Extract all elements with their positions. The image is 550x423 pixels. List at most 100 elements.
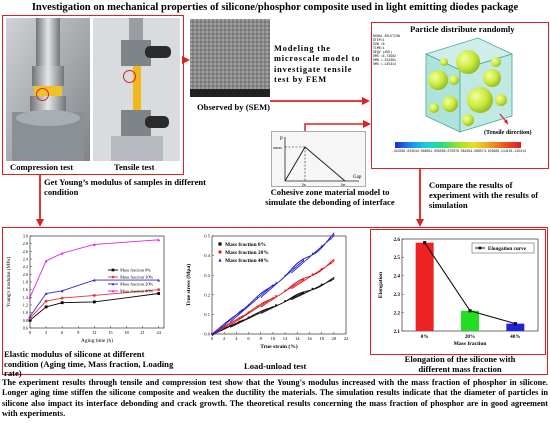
data-point bbox=[238, 320, 241, 323]
y-tick-label: 1.2 bbox=[23, 303, 28, 308]
x-tick-label: 14 bbox=[295, 336, 300, 341]
x-tick-label: 18 bbox=[124, 330, 129, 335]
fem-solution-text: NODAL SOLUTION STEP=1 SUB =8 TIME=1 SEQV… bbox=[373, 34, 400, 66]
x-tick-label: 24 bbox=[156, 330, 161, 335]
fem-scale-value: .048091 bbox=[418, 149, 433, 153]
legend-label: Mass fraction 20% bbox=[120, 282, 154, 287]
fem-line: SEQV (AVG) bbox=[373, 50, 393, 54]
data-point bbox=[247, 316, 250, 319]
data-point bbox=[293, 266, 296, 269]
y-tick-label: 0.5 bbox=[204, 234, 210, 239]
legend-label: Mass fraction 40% bbox=[120, 289, 154, 294]
x-tick-label: 16 bbox=[307, 336, 312, 341]
cohesive-d0-label: δn bbox=[302, 183, 306, 187]
load-unload-caption: Load-unload test bbox=[244, 361, 307, 371]
x-tick-label: 21 bbox=[140, 330, 144, 335]
data-point bbox=[238, 316, 241, 319]
data-point bbox=[44, 292, 48, 295]
data-point bbox=[320, 267, 323, 270]
test-photos-box bbox=[2, 15, 184, 175]
y-tick-label: 1.8 bbox=[23, 280, 28, 285]
data-point bbox=[275, 281, 277, 284]
fem-scale-value: .096574 bbox=[472, 149, 486, 153]
x-tick-label: 4 bbox=[235, 336, 238, 341]
data-point bbox=[265, 289, 268, 291]
x-tick-label: 10 bbox=[271, 336, 276, 341]
y-tick-label: 2.6 bbox=[23, 249, 28, 254]
x-tick-label: 2 bbox=[223, 336, 226, 341]
modeling-label: Modeling the microscale model to investi… bbox=[274, 44, 361, 85]
y-tick-label: 0.0 bbox=[204, 332, 210, 337]
data-point bbox=[28, 315, 32, 318]
data-point bbox=[60, 301, 64, 305]
results-box bbox=[2, 227, 548, 375]
data-point bbox=[311, 252, 314, 255]
data-point bbox=[311, 287, 314, 290]
legend-label: Mass fraction 40% bbox=[225, 258, 269, 264]
data-point bbox=[329, 262, 332, 265]
y-tick-label: 1.4 bbox=[23, 295, 29, 300]
data-point bbox=[275, 304, 277, 307]
data-point bbox=[60, 289, 64, 293]
data-point bbox=[320, 283, 323, 286]
elastic-modulus-caption: Elastic modulus of silicone at different… bbox=[4, 349, 174, 379]
data-point bbox=[44, 259, 48, 263]
legend-label: Mass fraction 10% bbox=[120, 275, 154, 280]
data-point bbox=[229, 324, 232, 327]
legend-box bbox=[471, 242, 535, 254]
legend-marker bbox=[218, 242, 222, 246]
series-line bbox=[29, 289, 159, 319]
data-point bbox=[302, 278, 305, 281]
loading-loop bbox=[260, 258, 304, 298]
data-point bbox=[284, 289, 286, 292]
data-point bbox=[329, 279, 332, 282]
tensile-sample-marker bbox=[123, 70, 136, 83]
fem-model-box bbox=[371, 22, 549, 169]
tensile-test-label: Tensile test bbox=[114, 162, 155, 172]
sem-image bbox=[190, 19, 270, 97]
x-tick-label: 0% bbox=[421, 334, 429, 340]
y-tick-label: 3.0 bbox=[23, 234, 28, 239]
data-point bbox=[302, 259, 305, 262]
x-tick-label: 6 bbox=[247, 336, 250, 341]
loading-loop bbox=[290, 276, 335, 301]
fem-line: STEP=1 bbox=[373, 38, 385, 42]
y-tick-label: 2.1 bbox=[394, 329, 401, 335]
y-tick-label: 2.4 bbox=[394, 274, 401, 280]
fem-scale-value: .024544 bbox=[405, 149, 419, 153]
legend-marker bbox=[478, 246, 482, 250]
data-point bbox=[92, 243, 96, 246]
y-tick-label: 0.2 bbox=[204, 292, 210, 297]
data-point bbox=[220, 325, 223, 328]
y-tick-label: 2.0 bbox=[23, 272, 28, 277]
curve-point bbox=[423, 241, 427, 245]
plot-frame bbox=[211, 235, 347, 335]
y-tick-label: 2.6 bbox=[394, 237, 401, 243]
data-point bbox=[60, 296, 64, 300]
data-point bbox=[265, 308, 268, 311]
y-tick-label: 2.2 bbox=[23, 264, 28, 269]
data-point bbox=[311, 273, 314, 276]
x-tick-label: 20% bbox=[465, 334, 475, 340]
data-point bbox=[256, 296, 259, 299]
y-tick-label: 2.4 bbox=[23, 257, 29, 262]
data-point bbox=[284, 274, 286, 277]
data-point bbox=[157, 292, 161, 295]
x-tick-label: 0 bbox=[211, 336, 214, 341]
cohesive-max-label: σmax bbox=[273, 145, 282, 150]
bar bbox=[461, 310, 479, 331]
fem-color-scale bbox=[395, 142, 521, 148]
sem-label: Observed by (SEM) bbox=[197, 102, 271, 112]
compression-test-photo bbox=[6, 18, 90, 161]
y-tick-label: 1.6 bbox=[23, 287, 28, 292]
tensile-test-photo bbox=[93, 18, 180, 161]
x-tick-label: 9 bbox=[77, 330, 80, 335]
data-point bbox=[229, 318, 232, 321]
data-point bbox=[229, 322, 232, 325]
fem-scale-value: .072076 bbox=[445, 149, 459, 153]
x-tick-label: 3 bbox=[45, 330, 48, 335]
x-axis-label: Mass fraction bbox=[454, 341, 488, 347]
elongation-chart: 2.1 2.2 2.3 2.4 2.5 2.6 0% 20% 40% Elongation cur… bbox=[378, 237, 539, 347]
legend-marker bbox=[111, 275, 115, 279]
legend-marker bbox=[111, 268, 115, 272]
